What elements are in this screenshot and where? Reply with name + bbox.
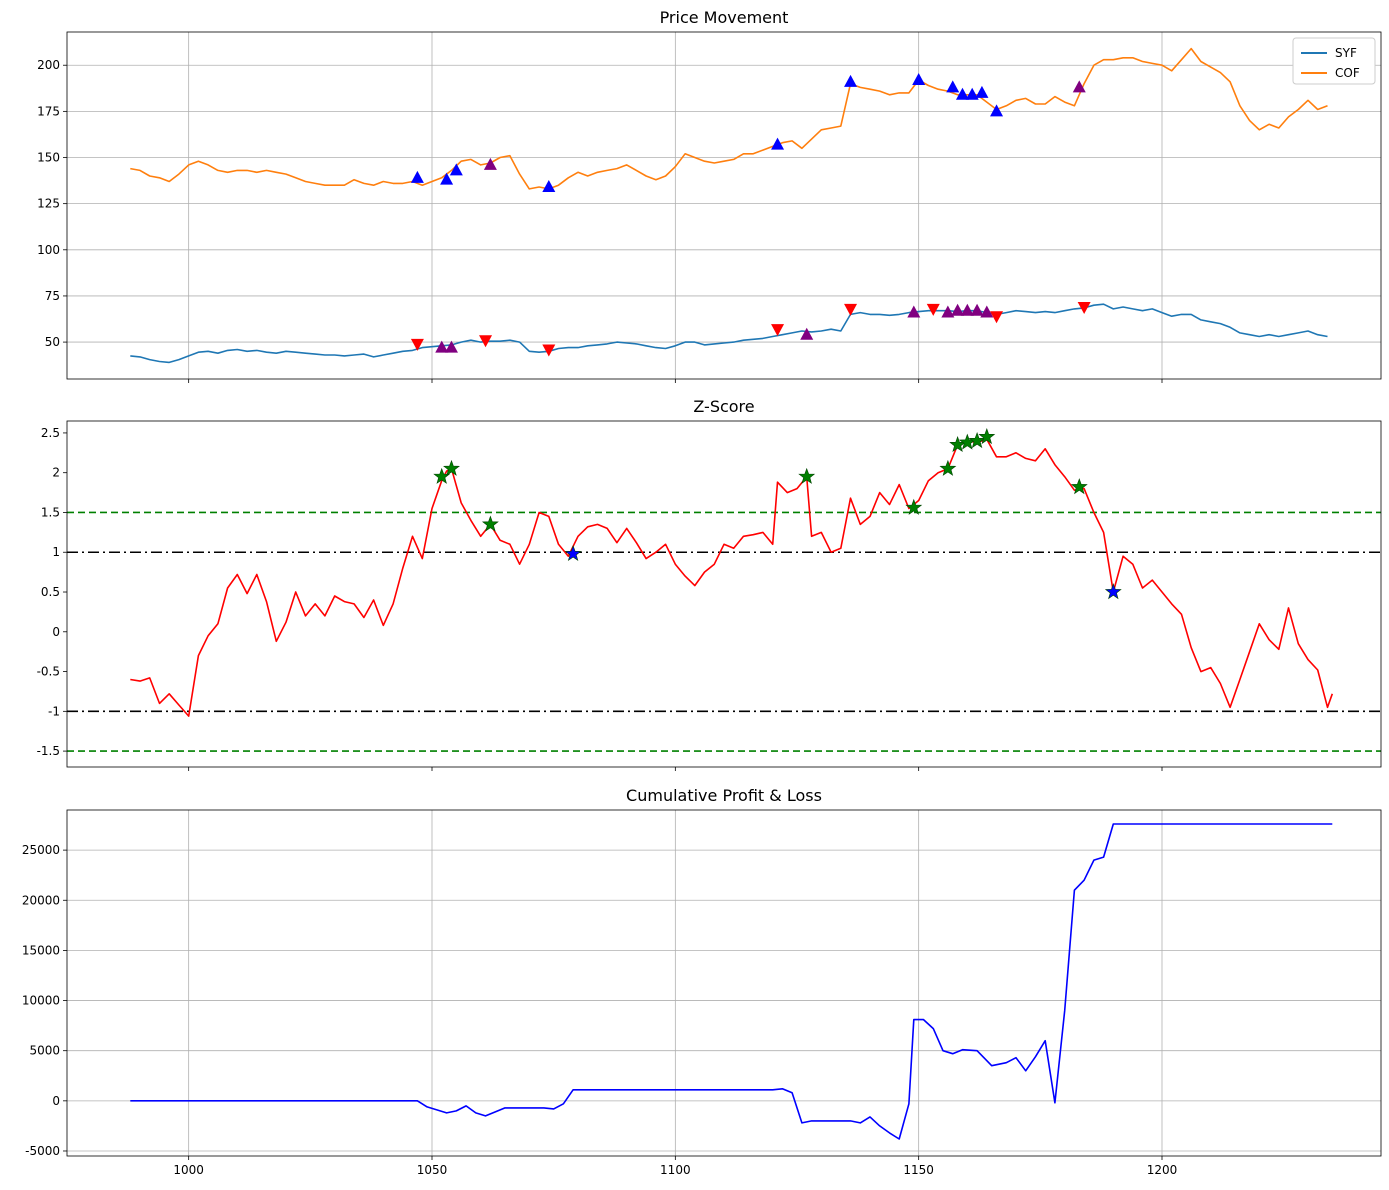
signal-marker-down xyxy=(771,324,785,337)
signal-marker-up xyxy=(444,340,458,353)
legend: SYF COF xyxy=(1292,37,1376,85)
signal-marker-star xyxy=(905,498,923,515)
signal-marker-up xyxy=(483,157,497,170)
y-tick-label: 20000 xyxy=(22,893,60,907)
series-group xyxy=(130,47,1328,364)
signal-marker-up xyxy=(955,87,969,100)
signal-marker-up xyxy=(975,85,989,98)
price-movement-panel: Price Movement 50 75 100 125 150 175 200 SYF COF xyxy=(37,8,1382,383)
signal-marker-star xyxy=(798,467,816,484)
signal-marker-down xyxy=(542,344,556,357)
signal-marker-star xyxy=(564,544,582,562)
signal-marker-up xyxy=(941,305,955,318)
signal-marker-up xyxy=(1072,80,1086,93)
plot-frame xyxy=(66,420,1382,768)
series-line-syf xyxy=(130,303,1328,364)
chart-title: Price Movement xyxy=(660,8,789,27)
legend-box xyxy=(1292,37,1376,85)
signal-marker-star xyxy=(1070,478,1088,495)
y-tick-label: -1.5 xyxy=(37,744,60,758)
series-line-cof xyxy=(130,47,1328,190)
signal-marker-up xyxy=(771,137,785,150)
plot-frame xyxy=(66,31,1382,380)
signal-marker-star xyxy=(1104,583,1122,600)
signal-marker-star xyxy=(978,428,996,445)
y-tick-label: 5000 xyxy=(29,1044,60,1058)
signal-marker-up xyxy=(542,180,556,193)
signal-marker-up xyxy=(965,87,979,100)
signal-marker-down xyxy=(844,303,858,316)
x-tick-label: 1000 xyxy=(173,1163,204,1177)
y-tick-label: 1 xyxy=(52,545,60,559)
y-tick-label: 75 xyxy=(45,289,60,303)
y-tick-label: 25000 xyxy=(22,843,60,857)
y-tick-label: 0 xyxy=(52,1094,60,1108)
signal-marker-star xyxy=(949,436,967,453)
signal-marker-up xyxy=(844,74,858,87)
signal-marker-up xyxy=(410,170,424,183)
legend-label: SYF xyxy=(1335,46,1357,60)
series-group xyxy=(130,428,1334,717)
signal-marker-up xyxy=(435,340,449,353)
y-tick-label: 0 xyxy=(52,625,60,639)
series-line xyxy=(130,823,1333,1140)
y-tick-label: 2.5 xyxy=(41,426,60,440)
y-tick-label: -0.5 xyxy=(37,665,60,679)
y-tick-label: 200 xyxy=(37,58,60,72)
signal-marker-up xyxy=(440,172,454,185)
x-tick-label: 1100 xyxy=(660,1163,691,1177)
signal-marker-down xyxy=(1077,302,1091,315)
x-tick-label: 1050 xyxy=(417,1163,448,1177)
y-tick-label: 10000 xyxy=(22,994,60,1008)
y-tick-label: -1 xyxy=(48,704,60,718)
signal-marker-up xyxy=(951,303,965,316)
signal-marker-up xyxy=(960,303,974,316)
signal-marker-down xyxy=(926,303,940,316)
cumulative-pnl-panel: Cumulative Profit & Loss 1000 1050 1100 1150… xyxy=(22,786,1382,1177)
y-tick-label: 100 xyxy=(37,243,60,257)
series-line xyxy=(130,438,1334,717)
x-tick-label: 1200 xyxy=(1147,1163,1178,1177)
signal-marker-up xyxy=(912,72,926,85)
y-tick-label: 15000 xyxy=(22,943,60,957)
signal-marker-down xyxy=(479,335,493,348)
signal-marker-up xyxy=(946,80,960,93)
y-tick-label: 50 xyxy=(45,335,60,349)
x-tick-label: 1150 xyxy=(903,1163,934,1177)
chart-title: Cumulative Profit & Loss xyxy=(626,786,822,805)
y-tick-label: 150 xyxy=(37,151,60,165)
signal-marker-down xyxy=(410,338,424,351)
signal-marker-up xyxy=(907,305,921,318)
y-tick-label: 1.5 xyxy=(41,505,60,519)
signal-marker-star xyxy=(443,459,460,476)
signal-marker-up xyxy=(800,327,814,340)
signal-marker-star xyxy=(939,459,957,476)
y-tick-label: 2 xyxy=(52,466,60,480)
chart-title: Z-Score xyxy=(693,397,754,416)
y-tick-label: -5000 xyxy=(25,1144,60,1158)
y-tick-label: 125 xyxy=(37,197,60,211)
z-score-panel: Z-Score -1.5 -1 -0.5 0 0.5 1 1.5 2 2.5 xyxy=(37,397,1382,771)
y-tick-label: 0.5 xyxy=(41,585,60,599)
signal-marker-star xyxy=(481,515,499,532)
legend-label: COF xyxy=(1335,66,1360,80)
series-group xyxy=(130,823,1333,1140)
signal-marker-up xyxy=(970,303,984,316)
signal-marker-star xyxy=(968,432,986,449)
y-tick-label: 175 xyxy=(37,104,60,118)
plot-frame xyxy=(66,809,1382,1157)
signal-marker-down xyxy=(990,311,1004,324)
signal-marker-up xyxy=(980,305,994,318)
signal-marker-up xyxy=(449,163,463,176)
signal-marker-up xyxy=(990,104,1004,117)
